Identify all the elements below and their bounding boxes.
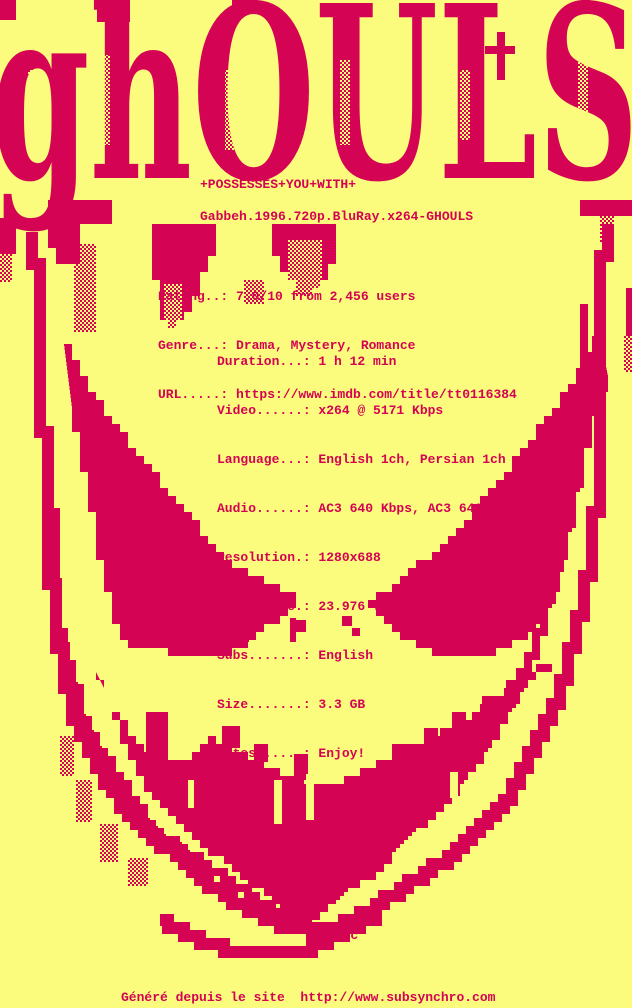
detail-line-audio: Audio......: AC3 640 Kbps, AC3 640 Kbps bbox=[217, 500, 522, 516]
art-right-top-block bbox=[580, 200, 632, 216]
art-face-outline-left bbox=[26, 232, 336, 942]
art-brow-spike-a-dither bbox=[164, 284, 182, 330]
detail-line-resolution: Resolution.: 1280x688 bbox=[217, 549, 381, 565]
info-line-url: URL.....: https://www.imdb.com/title/tt0… bbox=[158, 386, 517, 402]
art-brow-left-dither bbox=[74, 244, 96, 332]
detail-line-video: Video......: x264 @ 5171 Kbps bbox=[217, 402, 444, 418]
details-block: Duration...: 1 h 12 min Video......: x26… bbox=[217, 321, 521, 795]
art-right-edge-strip bbox=[626, 288, 632, 336]
artist-signature: !vcc bbox=[327, 928, 359, 943]
art-brow-spike-b-dither bbox=[288, 240, 322, 298]
art-tooth-7 bbox=[452, 712, 466, 728]
art-dagger-v bbox=[497, 32, 505, 80]
art-tooth-1 bbox=[146, 712, 168, 754]
art-top-block-a bbox=[97, 0, 130, 22]
art-cheek-line-left bbox=[44, 480, 296, 924]
art-logo-highlight-h bbox=[100, 55, 110, 145]
art-logo-highlight-o bbox=[225, 70, 235, 150]
info-line-genre: Genre...: Drama, Mystery, Romance bbox=[158, 337, 416, 353]
art-top-block-b bbox=[232, 0, 252, 10]
art-dagger-h bbox=[485, 46, 515, 54]
art-logo-highlight-s bbox=[578, 60, 588, 140]
art-jaw-dither-1 bbox=[60, 736, 74, 776]
art-nostril-left bbox=[244, 618, 249, 642]
art-grin bbox=[96, 664, 552, 928]
art-nostril-right bbox=[290, 618, 296, 642]
art-logo-highlight-g bbox=[28, 70, 38, 150]
art-chin-line bbox=[160, 912, 382, 958]
art-top-left-corner-block bbox=[0, 0, 16, 20]
art-jaw-dither-4 bbox=[128, 858, 148, 886]
art-mid-dither bbox=[244, 280, 264, 304]
art-right-edge-dither bbox=[624, 336, 632, 372]
info-block: Rating..: 7.0/10 from 2,456 users Genre.… bbox=[158, 256, 517, 436]
logo-text: ghOULS bbox=[0, 0, 632, 235]
detail-line-language: Language...: English 1ch, Persian 1ch bbox=[217, 451, 506, 467]
detail-line-subs: Subs.......: English bbox=[217, 647, 374, 663]
art-tooth-gap-3 bbox=[274, 780, 282, 824]
art-tooth-6 bbox=[424, 728, 438, 744]
art-tooth-3 bbox=[254, 744, 268, 762]
art-eye-dot-b bbox=[352, 628, 360, 636]
info-line-rating: Rating..: 7.0/10 from 2,456 users bbox=[158, 288, 416, 304]
art-brow-left bbox=[48, 200, 112, 264]
detail-line-notes: Notes......: Enjoy! bbox=[217, 745, 366, 761]
detail-line-framerate: Frame Rate.: 23.976 fps bbox=[217, 598, 397, 614]
detail-line-duration: Duration...: 1 h 12 min bbox=[217, 353, 397, 369]
tagline: +POSSESSES+YOU+WITH+ bbox=[200, 177, 357, 192]
art-left-edge-dither bbox=[0, 254, 12, 282]
release-name: Gabbeh.1996.720p.BluRay.x264-GHOULS bbox=[200, 209, 474, 224]
art-tooth-5 bbox=[392, 744, 408, 764]
detail-line-size: Size.......: 3.3 GB bbox=[217, 696, 366, 712]
art-tooth-4 bbox=[294, 754, 308, 780]
art-tooth-8 bbox=[482, 696, 496, 716]
art-eye-dot-c bbox=[294, 620, 306, 632]
art-tooth-gap-2 bbox=[450, 772, 458, 798]
art-tooth-gap-4 bbox=[188, 780, 194, 808]
art-tooth-2 bbox=[222, 726, 240, 748]
art-eye-dot-a bbox=[342, 616, 352, 626]
art-logo-highlight-l bbox=[460, 70, 470, 140]
art-jaw-dither-2 bbox=[76, 780, 92, 822]
art-tooth-9 bbox=[506, 680, 518, 698]
art-logo-highlight-u bbox=[340, 60, 350, 145]
art-tooth-gap-1 bbox=[306, 774, 314, 820]
footer-credit: Généré depuis le site http://www.subsync… bbox=[121, 990, 496, 1005]
art-left-edge-block bbox=[0, 218, 16, 254]
art-left-eye bbox=[64, 344, 296, 656]
art-right-eye bbox=[368, 336, 608, 656]
art-jaw-dither-3 bbox=[100, 824, 118, 862]
